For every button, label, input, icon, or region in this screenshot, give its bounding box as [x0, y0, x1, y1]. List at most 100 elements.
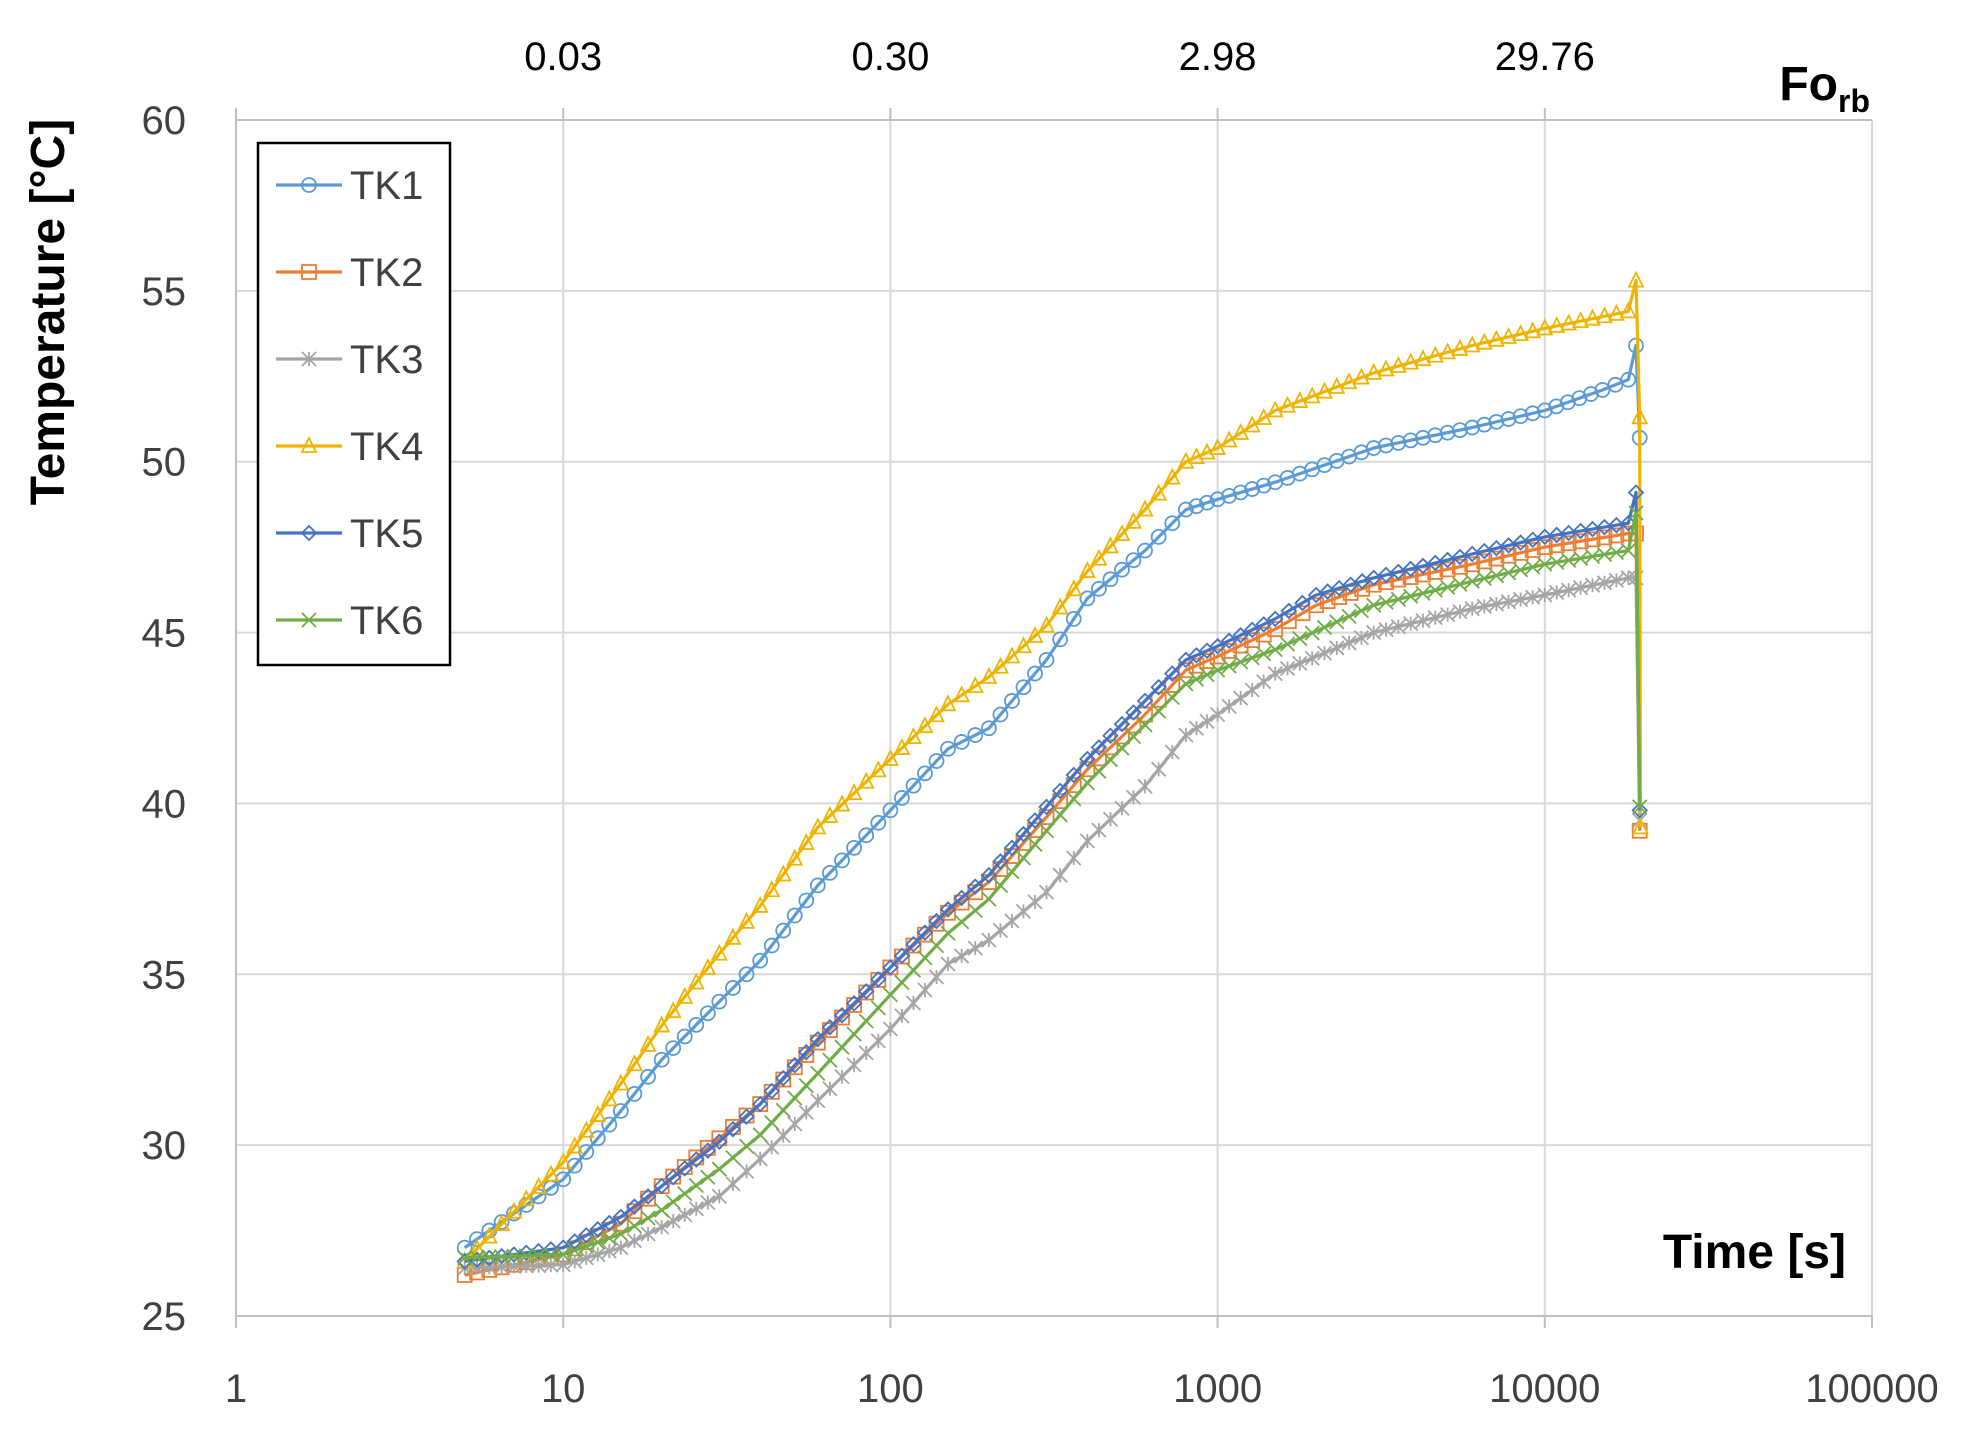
data-point: [858, 827, 875, 844]
marker-shape: [833, 1007, 851, 1024]
data-point: [809, 877, 826, 894]
data-point: [1390, 591, 1406, 607]
data-point: [1427, 427, 1444, 444]
data-point: [505, 1201, 523, 1219]
data-point: [1487, 329, 1505, 347]
data-point: [1294, 594, 1311, 612]
data-point: [1256, 646, 1272, 662]
marker-shape: [1244, 632, 1261, 648]
data-point: [1304, 625, 1320, 641]
data-point: [601, 1116, 618, 1133]
marker-shape: [1352, 367, 1370, 385]
data-point: [1427, 609, 1443, 626]
data-point: [940, 925, 956, 941]
marker-shape: [904, 727, 922, 745]
marker-shape: [1151, 761, 1167, 777]
y-tick-label: 40: [142, 782, 187, 826]
marker-shape: [1596, 575, 1613, 591]
y-tick-label: 60: [142, 99, 187, 143]
marker-shape: [1150, 678, 1167, 696]
data-point: [1164, 744, 1180, 760]
series-tk6: [457, 505, 1648, 1266]
data-point: [1137, 542, 1153, 559]
data-point: [833, 1007, 851, 1024]
data-point: [1267, 665, 1283, 682]
marker-shape: [687, 972, 705, 990]
marker-shape: [967, 727, 984, 743]
data-point: [1331, 589, 1348, 605]
marker-shape: [1464, 601, 1480, 617]
marker-shape: [1220, 632, 1238, 650]
marker-shape: [798, 1043, 815, 1061]
marker-shape: [1209, 662, 1226, 678]
data-point: [566, 1136, 584, 1154]
data-point: [654, 1202, 670, 1218]
marker-shape: [1403, 615, 1419, 632]
data-point: [1524, 542, 1541, 558]
data-point: [1255, 616, 1272, 633]
marker-shape: [1209, 648, 1226, 665]
data-point: [1209, 637, 1226, 655]
data-point: [612, 1208, 630, 1226]
marker-shape: [992, 877, 1009, 894]
marker-shape: [966, 878, 984, 895]
data-point: [1512, 408, 1529, 425]
marker-shape: [1620, 371, 1637, 388]
data-point: [1536, 539, 1553, 556]
marker-shape: [589, 1130, 606, 1147]
data-point: [738, 966, 755, 983]
marker-shape: [940, 740, 956, 757]
data-point: [1150, 678, 1167, 696]
marker-shape: [1294, 594, 1311, 612]
data-point: [1390, 618, 1406, 635]
data-point: [1451, 338, 1469, 356]
marker-shape: [1015, 679, 1032, 696]
data-point: [1280, 602, 1298, 620]
data-point: [1328, 376, 1346, 394]
data-point: [1560, 313, 1578, 331]
marker-shape: [1163, 467, 1181, 485]
marker-shape: [1279, 660, 1296, 677]
data-point: [1292, 655, 1308, 671]
legend-entry-tk1: TK1: [276, 164, 423, 208]
marker-shape: [870, 971, 887, 988]
data-point: [555, 1246, 571, 1263]
marker-shape: [846, 1026, 862, 1042]
data-point: [688, 1149, 705, 1166]
data-point: [1221, 658, 1237, 674]
data-point: [724, 1120, 742, 1138]
marker-shape: [654, 1202, 670, 1218]
marker-shape: [954, 914, 970, 930]
marker-shape: [764, 1114, 780, 1131]
marker-shape: [954, 948, 970, 964]
data-point: [1537, 587, 1553, 603]
data-point: [1627, 484, 1645, 501]
marker-shape: [1292, 630, 1308, 647]
data-point: [699, 958, 717, 976]
data-point: [1377, 359, 1395, 377]
data-point: [1079, 750, 1096, 768]
marker-shape: [1164, 677, 1181, 693]
marker-shape: [1427, 582, 1443, 598]
marker-shape: [1188, 657, 1205, 674]
data-point: [953, 734, 970, 750]
marker-shape: [688, 1201, 704, 1217]
marker-shape: [916, 924, 934, 941]
data-point: [626, 1085, 643, 1102]
legend-entry-tk6: TK6: [276, 599, 423, 643]
marker-shape: [542, 1164, 560, 1182]
marker-shape: [1524, 542, 1541, 558]
y-tick-label: 55: [142, 270, 187, 314]
marker-shape: [1403, 588, 1419, 604]
data-point: [1004, 693, 1020, 709]
data-point: [751, 895, 769, 913]
data-point: [1488, 413, 1505, 430]
data-point: [1439, 342, 1457, 360]
data-point: [1303, 386, 1321, 404]
marker-shape: [1151, 703, 1167, 719]
data-point: [1051, 782, 1069, 800]
marker-shape: [626, 1233, 643, 1249]
marker-shape: [1125, 511, 1142, 529]
marker-shape: [567, 1253, 583, 1269]
data-point: [1500, 565, 1517, 581]
